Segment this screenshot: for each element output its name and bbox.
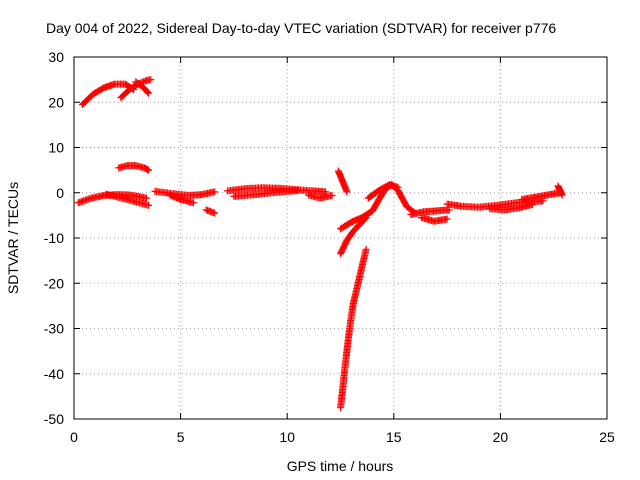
- data-marks: [407, 206, 453, 218]
- series-arc-l: [305, 191, 336, 202]
- y-tick-label: -10: [44, 230, 64, 246]
- data-marks: [334, 167, 351, 196]
- axis-ticks: 0 5 10 15 20 25 -50 -40 -30 -20 -10 0 10 20 30: [44, 49, 615, 445]
- data-marks: [364, 181, 402, 202]
- y-tick-label: 30: [48, 49, 64, 65]
- x-tick-label: 0: [70, 429, 78, 445]
- data-marks: [132, 78, 153, 97]
- y-tick-label: -40: [44, 366, 64, 382]
- data-marks: [115, 162, 153, 174]
- series-arc-m: [334, 167, 351, 196]
- y-tick-label: -30: [44, 321, 64, 337]
- series-arc-v: [518, 189, 564, 203]
- x-tick-label: 25: [599, 429, 615, 445]
- grid-lines: [74, 57, 607, 419]
- data-marks: [518, 189, 564, 203]
- x-axis-label: GPS time / hours: [287, 458, 394, 474]
- series-arc-u: [486, 201, 536, 214]
- series-arc-f: [102, 190, 153, 209]
- series-arc-d: [132, 78, 153, 97]
- x-tick-label: 10: [279, 429, 295, 445]
- data-marks: [305, 191, 336, 202]
- data-marks: [554, 182, 566, 199]
- y-tick-label: 0: [56, 185, 64, 201]
- data-marks: [230, 186, 302, 200]
- series-arc-p: [337, 245, 370, 412]
- series-arc-k: [230, 186, 302, 200]
- data-marks: [486, 201, 536, 214]
- plot-frame: [73, 56, 608, 420]
- series-arc-o: [337, 214, 370, 258]
- y-tick-label: 20: [48, 94, 64, 110]
- series-arc-e: [115, 162, 153, 174]
- y-tick-label: -20: [44, 275, 64, 291]
- y-tick-label: 10: [48, 140, 64, 156]
- series-arc-q: [364, 181, 402, 202]
- x-tick-label: 20: [493, 429, 509, 445]
- data-marks: [337, 214, 370, 258]
- x-tick-label: 15: [386, 429, 402, 445]
- series-arc-b: [79, 80, 138, 108]
- data-marks: [79, 80, 138, 108]
- series-arc-i: [202, 206, 219, 217]
- data-marks: [418, 214, 451, 225]
- data-marks: [202, 206, 219, 217]
- series-arc-h: [166, 191, 197, 207]
- data-marks: [337, 245, 370, 412]
- chart-title: Day 004 of 2022, Sidereal Day-to-day VTE…: [46, 20, 556, 36]
- data-marks: [102, 190, 153, 209]
- y-axis-label: SDTVAR / TECUs: [5, 182, 21, 294]
- series-arc-r: [407, 206, 453, 218]
- data-marks: [166, 191, 197, 207]
- x-tick-label: 5: [177, 429, 185, 445]
- series-arc-w: [554, 182, 566, 199]
- data-points: [74, 76, 566, 412]
- y-tick-label: -50: [44, 411, 64, 427]
- series-arc-s: [418, 214, 451, 225]
